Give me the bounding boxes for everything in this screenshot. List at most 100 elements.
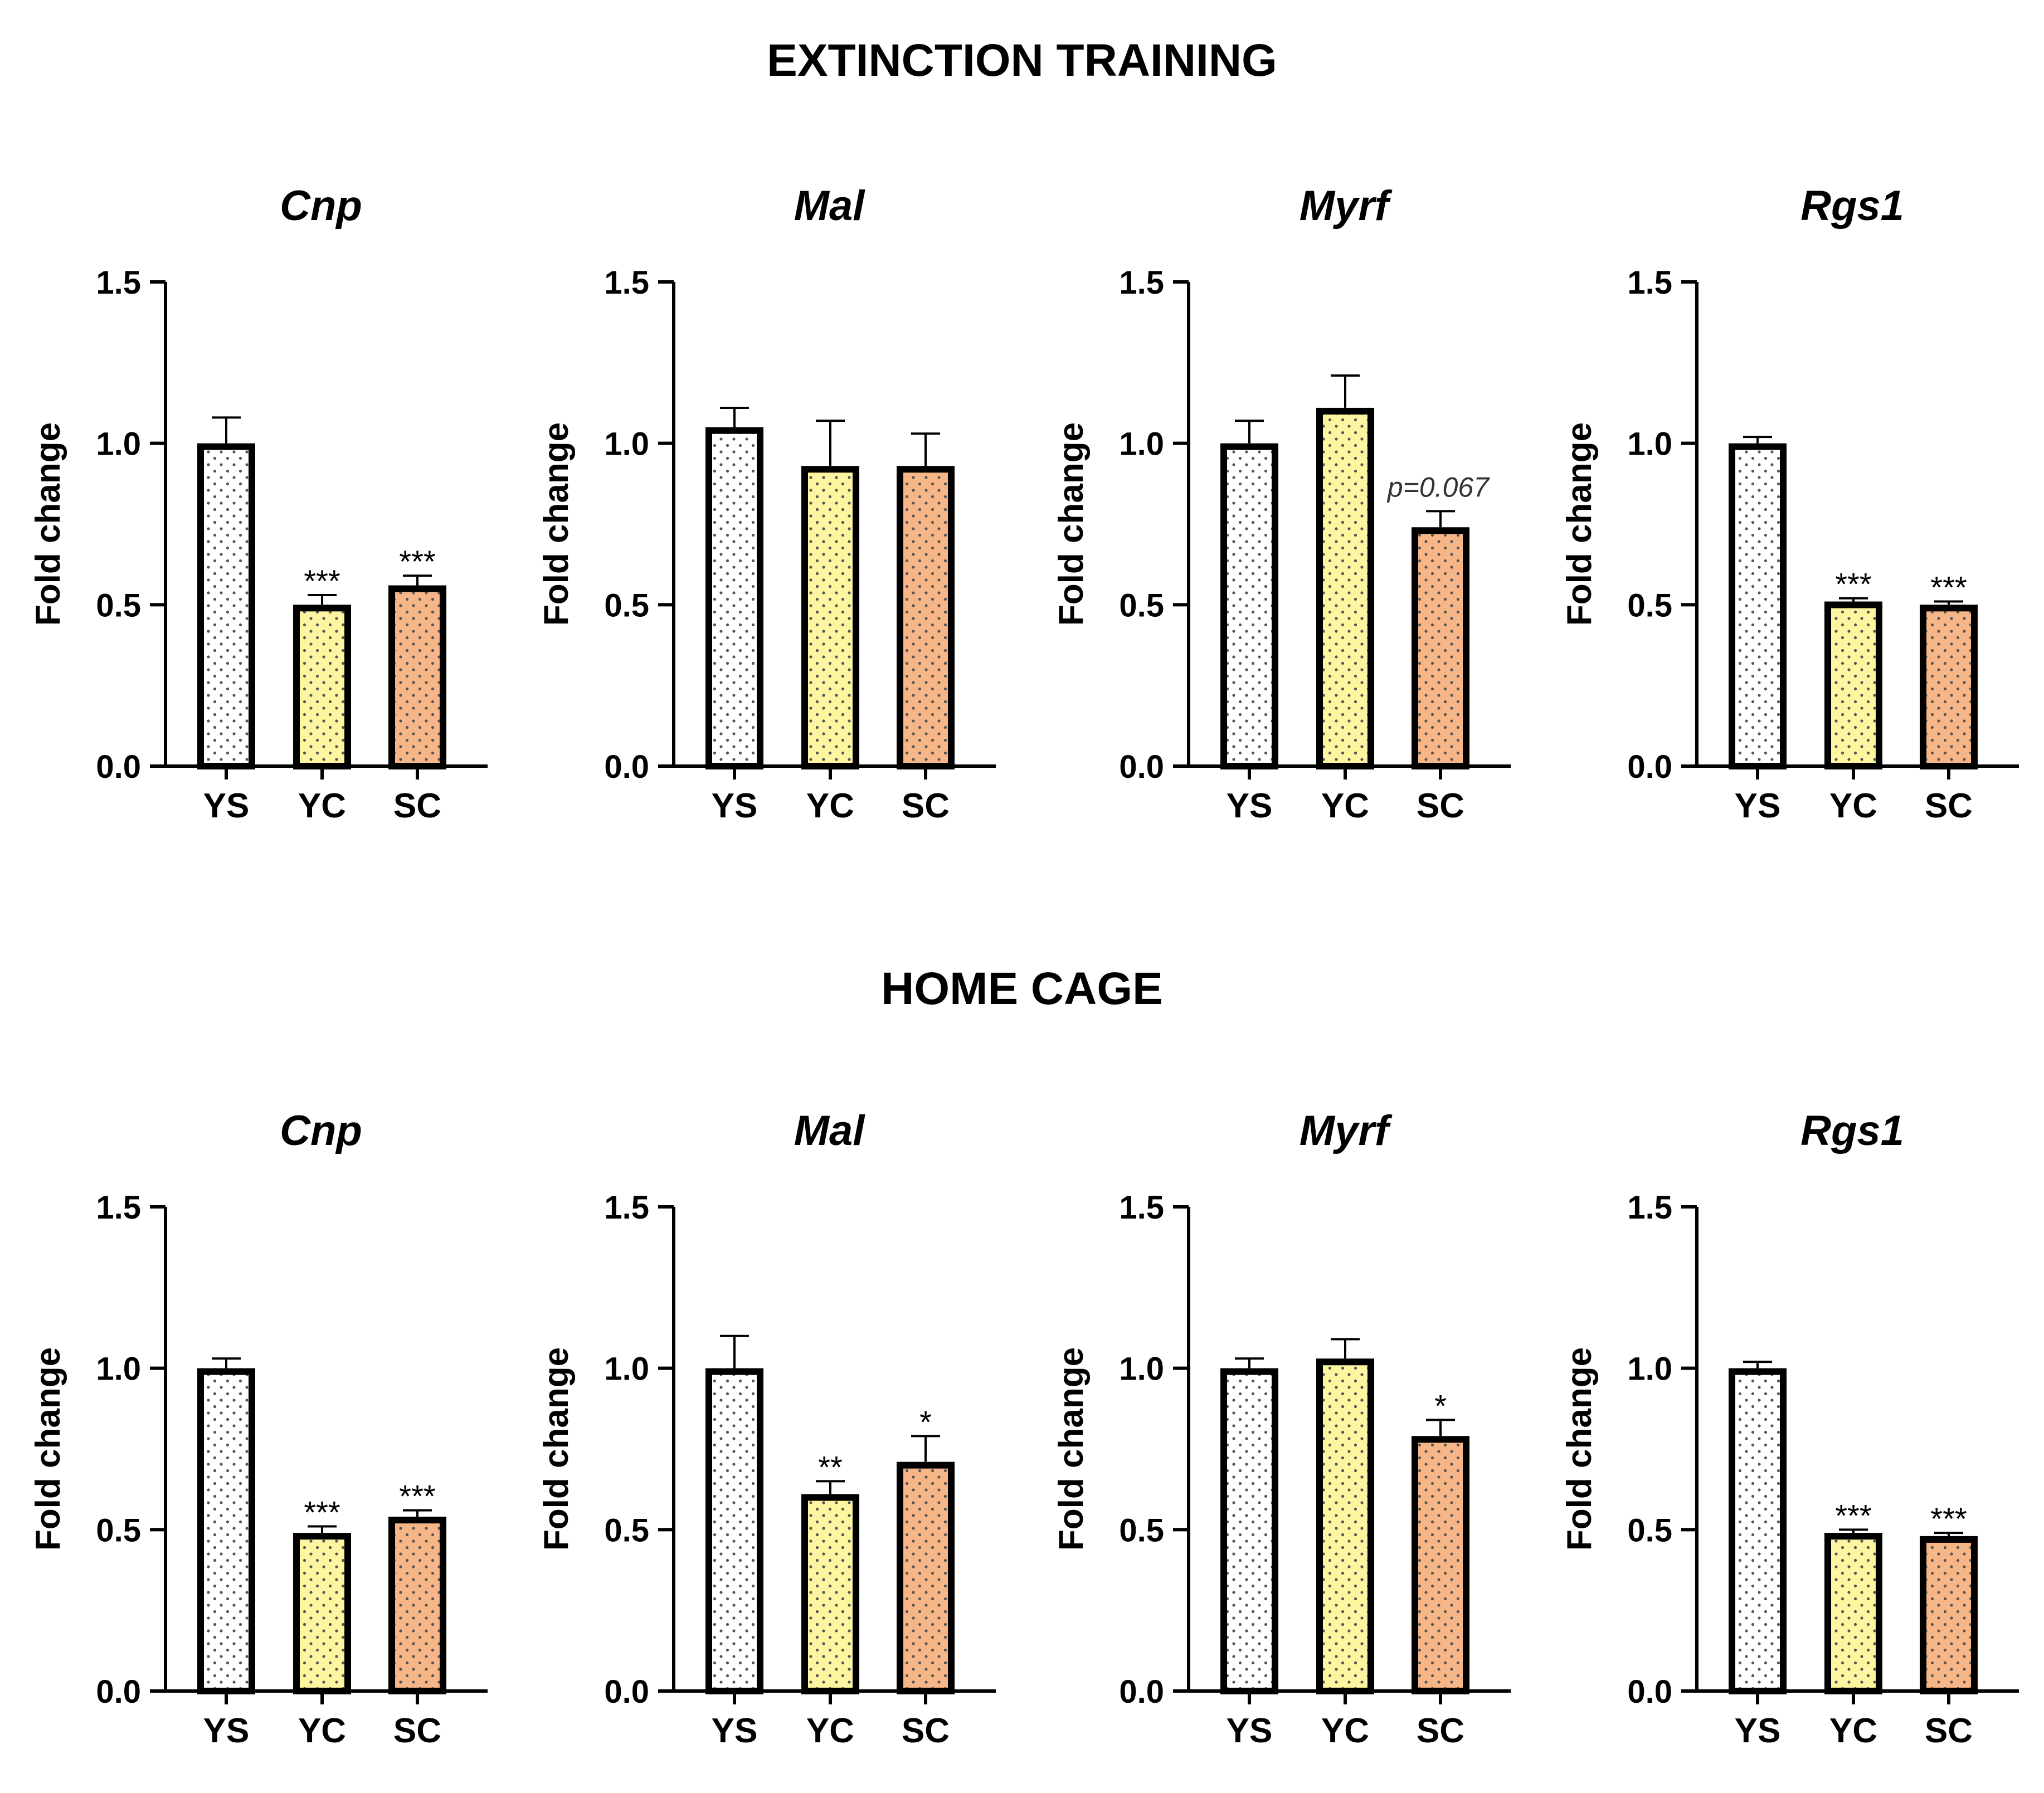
y-tick-label: 1.0	[96, 426, 141, 462]
bar-pattern-ys	[197, 1368, 255, 1691]
y-tick-label: 1.5	[96, 1190, 141, 1226]
y-tick-label: 0.5	[604, 1512, 649, 1548]
chart-title: Cnp	[280, 1107, 362, 1154]
y-tick-label: 0.0	[604, 749, 649, 785]
chart-extinction-training-cnp: Cnp Fold change 0.0 0.5 1.0 1.5 YS YC *** SC ***	[29, 182, 488, 825]
significance-marker: **	[818, 1449, 843, 1484]
x-tick-label-ys: YS	[1227, 1712, 1273, 1750]
bar-pattern-sc	[388, 1517, 446, 1691]
x-tick-label-sc: SC	[393, 1712, 441, 1750]
bar-pattern-sc	[1920, 605, 1978, 766]
x-tick-label-yc: YC	[1829, 1712, 1877, 1750]
bar-pattern-sc	[1920, 1536, 1978, 1691]
y-tick-label: 1.0	[1627, 1351, 1672, 1387]
y-tick-label: 0.0	[604, 1674, 649, 1710]
y-tick-label: 1.5	[96, 265, 141, 301]
chart-home-cage-mal: Mal Fold change 0.0 0.5 1.0 1.5 YS YC ** SC *	[537, 1107, 996, 1750]
chart-title: Mal	[794, 1107, 866, 1154]
significance-marker: ***	[1835, 567, 1871, 602]
y-tick-label: 1.0	[1119, 426, 1164, 462]
x-tick-label-yc: YC	[1321, 1712, 1369, 1750]
bar-pattern-ys	[197, 443, 255, 766]
bar-pattern-sc	[1412, 1436, 1469, 1691]
y-tick-label: 1.0	[604, 1351, 649, 1387]
x-tick-label-sc: SC	[902, 1712, 950, 1750]
bar-pattern-yc	[1316, 1358, 1374, 1691]
bar-pattern-yc	[801, 1494, 859, 1691]
y-tick-label: 1.5	[1627, 1190, 1672, 1226]
y-axis-label: Fold change	[1052, 1347, 1091, 1551]
x-tick-label-ys: YS	[203, 1712, 250, 1750]
chart-extinction-training-rgs1: Rgs1 Fold change 0.0 0.5 1.0 1.5 YS YC *** SC ***	[1560, 182, 2019, 825]
significance-marker: ***	[1930, 1501, 1967, 1536]
bar-pattern-ys	[705, 1368, 763, 1691]
section-title-extinction-training: EXTINCTION TRAINING	[767, 35, 1277, 86]
y-tick-label: 1.0	[1119, 1351, 1164, 1387]
y-tick-label: 1.0	[96, 1351, 141, 1387]
bar-pattern-sc	[1412, 527, 1469, 766]
x-tick-label-sc: SC	[393, 787, 441, 825]
x-tick-label-sc: SC	[1417, 1712, 1464, 1750]
x-tick-label-ys: YS	[1735, 787, 1781, 825]
y-axis-label: Fold change	[537, 422, 576, 626]
bar-pattern-sc	[897, 466, 955, 766]
chart-title: Rgs1	[1800, 182, 1904, 230]
y-tick-label: 0.5	[96, 1512, 141, 1548]
x-tick-label-yc: YC	[298, 787, 346, 825]
y-tick-label: 0.5	[1119, 1512, 1164, 1548]
significance-marker: *	[1434, 1388, 1447, 1423]
y-tick-label: 1.5	[1627, 265, 1672, 301]
bar-pattern-yc	[1824, 1533, 1882, 1691]
significance-marker: ***	[399, 544, 435, 579]
significance-marker: ***	[304, 1495, 340, 1530]
y-tick-label: 1.5	[1119, 1190, 1164, 1226]
y-axis-label: Fold change	[1560, 422, 1599, 626]
x-tick-label-ys: YS	[712, 1712, 758, 1750]
x-tick-label-ys: YS	[1227, 787, 1273, 825]
y-tick-label: 0.0	[1119, 749, 1164, 785]
bar-pattern-ys	[1220, 443, 1278, 766]
chart-title: Myrf	[1300, 182, 1393, 230]
x-tick-label-yc: YC	[806, 787, 854, 825]
chart-extinction-training-myrf: Myrf Fold change 0.0 0.5 1.0 1.5 YS YC SC p=0.067	[1052, 182, 1511, 825]
x-tick-label-yc: YC	[806, 1712, 854, 1750]
chart-extinction-training-mal: Mal Fold change 0.0 0.5 1.0 1.5 YS YC SC	[537, 182, 996, 825]
y-tick-label: 0.0	[1627, 749, 1672, 785]
significance-marker: *	[919, 1404, 932, 1439]
y-tick-label: 0.5	[96, 587, 141, 623]
y-tick-label: 0.0	[96, 1674, 141, 1710]
bar-pattern-yc	[1316, 407, 1374, 766]
chart-title: Cnp	[280, 182, 362, 230]
x-tick-label-yc: YC	[298, 1712, 346, 1750]
bar-pattern-ys	[705, 427, 763, 766]
y-tick-label: 0.0	[96, 749, 141, 785]
bar-pattern-yc	[293, 605, 351, 766]
x-tick-label-ys: YS	[712, 787, 758, 825]
y-tick-label: 1.0	[1627, 426, 1672, 462]
x-tick-label-sc: SC	[1925, 787, 1973, 825]
p-value-annotation: p=0.067	[1386, 471, 1490, 503]
bar-pattern-sc	[388, 585, 446, 766]
section-title-home-cage: HOME CAGE	[881, 963, 1163, 1014]
y-tick-label: 0.5	[1119, 587, 1164, 623]
bar-pattern-sc	[897, 1461, 955, 1691]
y-tick-label: 0.0	[1627, 1674, 1672, 1710]
y-axis-label: Fold change	[1560, 1347, 1599, 1551]
chart-home-cage-myrf: Myrf Fold change 0.0 0.5 1.0 1.5 YS YC SC *	[1052, 1107, 1511, 1750]
bar-pattern-ys	[1220, 1368, 1278, 1691]
x-tick-label-sc: SC	[1417, 787, 1464, 825]
x-tick-label-ys: YS	[1735, 1712, 1781, 1750]
y-axis-label: Fold change	[1052, 422, 1091, 626]
x-tick-label-sc: SC	[1925, 1712, 1973, 1750]
y-tick-label: 1.5	[604, 265, 649, 301]
bar-pattern-yc	[801, 466, 859, 766]
y-axis-label: Fold change	[29, 422, 67, 626]
bar-pattern-ys	[1729, 1368, 1787, 1691]
bar-pattern-yc	[293, 1533, 351, 1691]
x-tick-label-yc: YC	[1829, 787, 1877, 825]
y-tick-label: 0.5	[1627, 587, 1672, 623]
y-tick-label: 0.5	[1627, 1512, 1672, 1548]
y-tick-label: 1.5	[604, 1190, 649, 1226]
